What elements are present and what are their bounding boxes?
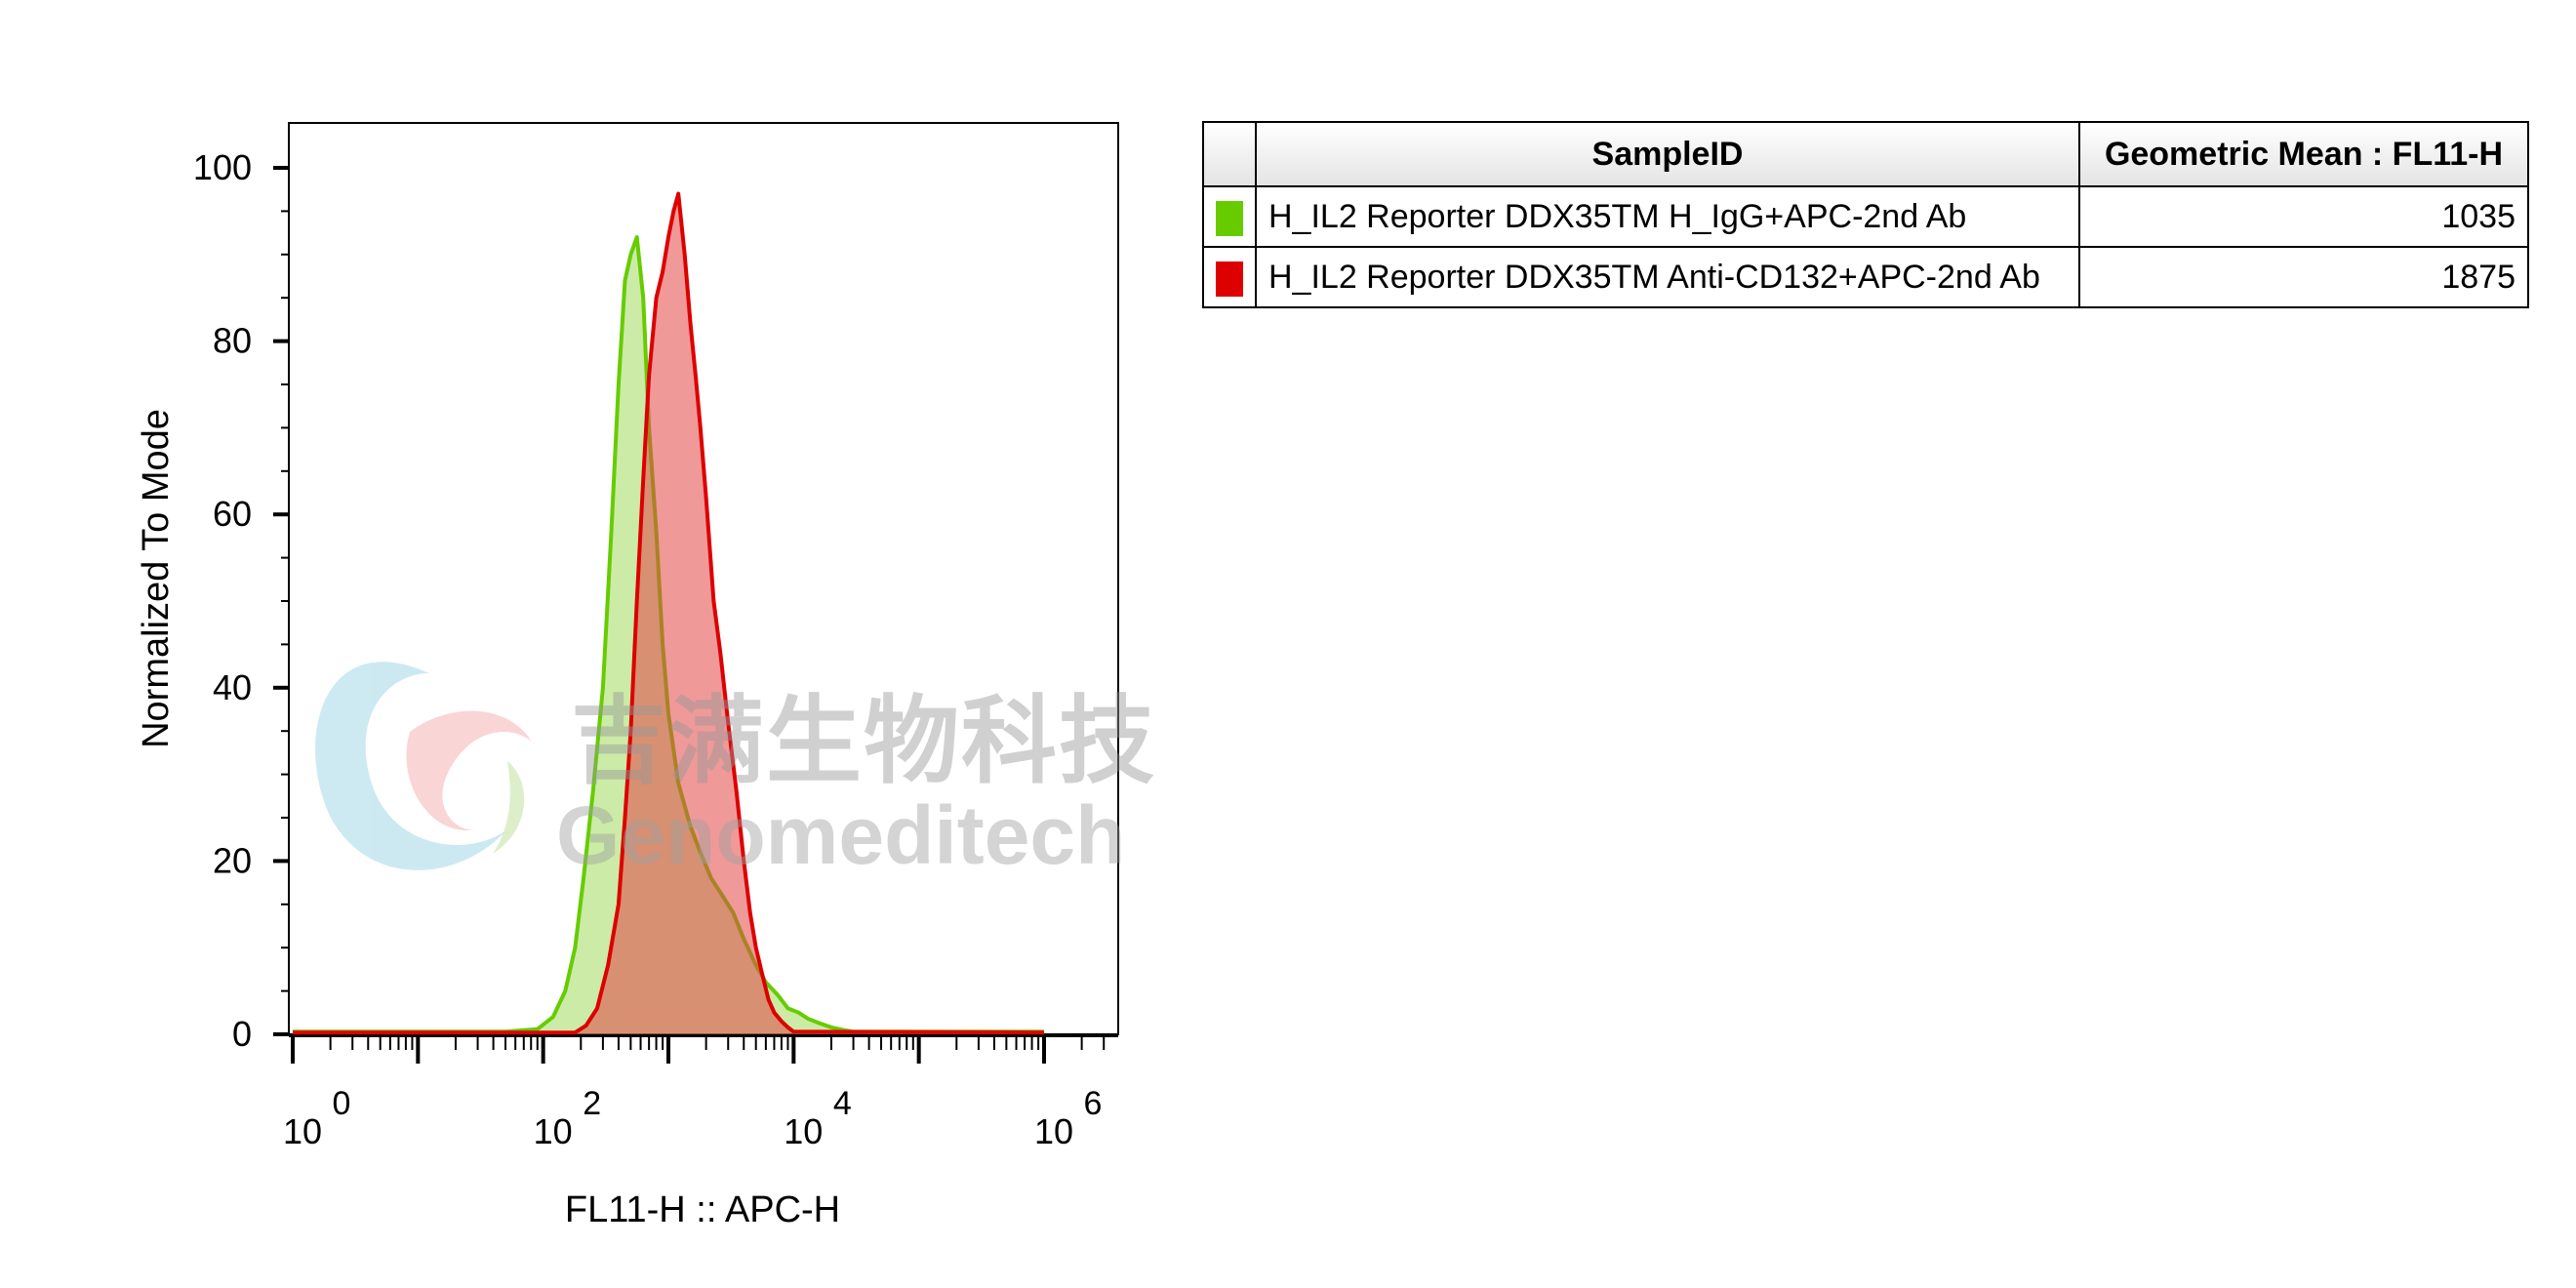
legend-swatch-green <box>1216 200 1243 236</box>
x-tick-exponent: 0 <box>333 1085 351 1122</box>
legend-row-cd132: H_IL2 Reporter DDX35TM Anti-CD132+APC-2n… <box>1202 246 2529 308</box>
sample-id: H_IL2 Reporter DDX35TM H_IgG+APC-2nd Ab <box>1255 185 2080 248</box>
x-tick-exponent: 6 <box>1084 1085 1103 1122</box>
y-axis: 0 20 40 60 80 100 <box>193 147 289 1054</box>
x-tick-label: 10 <box>534 1111 573 1151</box>
legend-swatch-red <box>1216 261 1243 297</box>
series-layer <box>293 191 1045 1035</box>
header-color <box>1202 121 1257 187</box>
x-tick-label: 10 <box>1034 1111 1073 1151</box>
geometric-mean-value: 1875 <box>2078 246 2529 308</box>
legend-table: SampleID Geometric Mean : FL11-H H_IL2 R… <box>1202 121 2529 308</box>
x-tick-label: 10 <box>784 1111 823 1151</box>
legend-row-igg: H_IL2 Reporter DDX35TM H_IgG+APC-2nd Ab … <box>1202 185 2529 248</box>
y-tick-label: 20 <box>213 840 252 880</box>
geometric-mean-value: 1035 <box>2078 185 2529 248</box>
series-line-1 <box>293 191 1045 1035</box>
y-axis-label: Normalized To Mode <box>136 409 177 748</box>
header-sample-id: SampleID <box>1255 121 2080 187</box>
y-tick-label: 60 <box>213 494 252 534</box>
x-tick-label: 10 <box>283 1111 322 1151</box>
y-tick-label: 40 <box>213 667 252 707</box>
swatch-cell <box>1202 185 1257 248</box>
y-tick-label: 80 <box>213 321 252 361</box>
sample-id: H_IL2 Reporter DDX35TM Anti-CD132+APC-2n… <box>1255 246 2080 308</box>
x-axis: 10 0 10 2 10 4 10 6 <box>283 1035 1118 1151</box>
legend-header-row: SampleID Geometric Mean : FL11-H <box>1202 121 2529 187</box>
x-tick-exponent: 2 <box>583 1085 601 1122</box>
series-area-1 <box>293 193 1044 1035</box>
y-tick-label: 0 <box>232 1014 252 1054</box>
x-axis-label: FL11-H :: APC-H <box>565 1189 840 1230</box>
swatch-cell <box>1202 246 1257 308</box>
watermark-logo <box>315 662 532 870</box>
y-tick-label: 100 <box>193 147 252 187</box>
x-tick-exponent: 4 <box>833 1085 852 1122</box>
header-geometric-mean: Geometric Mean : FL11-H <box>2078 121 2529 187</box>
